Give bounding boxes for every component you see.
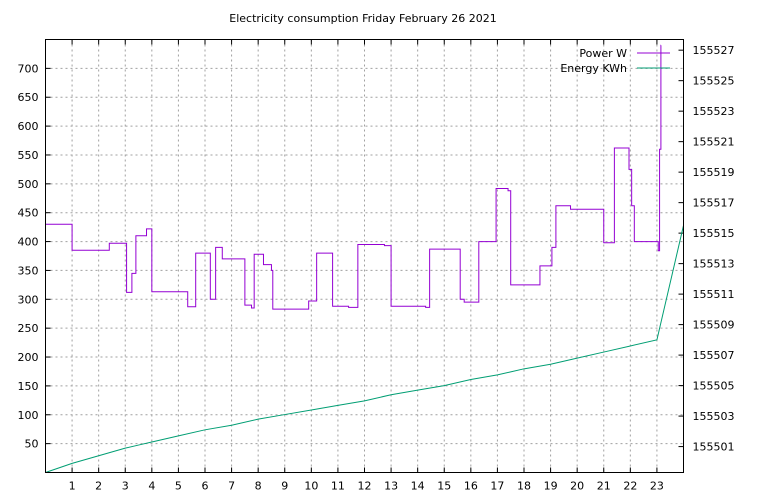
x-tick-label: 5: [175, 480, 182, 493]
x-tick-label: 12: [358, 480, 372, 493]
y-right-tick-label: 155511: [693, 288, 735, 301]
x-tick-label: 23: [650, 480, 664, 493]
x-axis: 1 2 3 4 5 6 7 8 9 10 11 12 13 14 15 16 17 18 19 20 21 22 23: [69, 39, 664, 493]
y-left-tick-label: 200: [18, 351, 39, 364]
series-layer: [45, 44, 684, 473]
y-left-tick-label: 450: [18, 207, 39, 220]
y-left-tick-label: 250: [18, 322, 39, 335]
grid: [45, 39, 684, 473]
x-tick-label: 8: [255, 480, 262, 493]
x-tick-label: 9: [281, 480, 288, 493]
legend-label: Energy KWh: [560, 62, 627, 75]
y-right-tick-label: 155517: [693, 197, 735, 210]
x-tick-label: 1: [69, 480, 76, 493]
x-tick-label: 10: [304, 480, 318, 493]
y-axis-left: 50 100 150 200 250 300 350 400 450 500 550 600 650 70…: [18, 62, 51, 451]
x-tick-label: 14: [411, 480, 425, 493]
x-tick-label: 16: [464, 480, 478, 493]
legend-label: Power W: [579, 47, 627, 60]
y-right-tick-label: 155519: [693, 166, 735, 179]
y-left-tick-label: 650: [18, 91, 39, 104]
x-tick-label: 2: [95, 480, 102, 493]
x-tick-label: 18: [517, 480, 531, 493]
plot-frame: [45, 39, 684, 473]
x-tick-label: 19: [544, 480, 558, 493]
x-tick-label: 22: [623, 480, 637, 493]
y-right-tick-label: 155515: [693, 227, 735, 240]
y-left-tick-label: 350: [18, 264, 39, 277]
x-tick-label: 15: [437, 480, 451, 493]
y-right-tick-label: 155507: [693, 349, 735, 362]
y-left-tick-label: 300: [18, 293, 39, 306]
y-left-tick-label: 400: [18, 236, 39, 249]
x-tick-label: 4: [148, 480, 155, 493]
y-left-tick-label: 100: [18, 409, 39, 422]
y-right-tick-label: 155503: [693, 410, 735, 423]
x-tick-label: 6: [202, 480, 209, 493]
y-right-tick-label: 155501: [693, 441, 735, 454]
y-left-tick-label: 500: [18, 178, 39, 191]
y-left-tick-label: 700: [18, 62, 39, 75]
x-tick-label: 21: [597, 480, 611, 493]
x-tick-label: 17: [490, 480, 504, 493]
y-right-tick-label: 155509: [693, 319, 735, 332]
series-line-power: [45, 44, 662, 310]
y-left-tick-label: 550: [18, 149, 39, 162]
x-tick-label: 13: [384, 480, 398, 493]
y-left-tick-label: 600: [18, 120, 39, 133]
y-right-tick-label: 155505: [693, 380, 735, 393]
x-tick-label: 7: [228, 480, 235, 493]
y-right-tick-label: 155523: [693, 105, 735, 118]
y-right-tick-label: 155513: [693, 258, 735, 271]
x-tick-label: 20: [570, 480, 584, 493]
y-right-tick-label: 155527: [693, 44, 735, 57]
x-tick-label: 3: [122, 480, 129, 493]
y-right-tick-label: 155525: [693, 75, 735, 88]
chart-title: Electricity consumption Friday February …: [229, 12, 496, 25]
y-left-tick-label: 150: [18, 380, 39, 393]
series-line-energy: [45, 225, 684, 473]
y-right-tick-label: 155521: [693, 136, 735, 149]
y-axis-right: 155501 155503 155505 155507 155509 155511 1555…: [678, 44, 735, 454]
y-left-tick-label: 50: [25, 438, 39, 451]
x-tick-label: 11: [331, 480, 345, 493]
legend: Power W Energy KWh: [560, 47, 670, 75]
